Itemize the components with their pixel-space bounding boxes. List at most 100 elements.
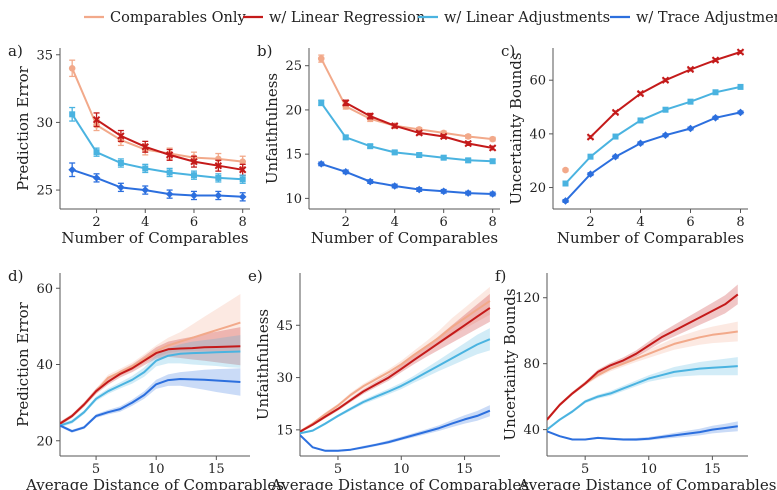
y-tick-label: 10 — [285, 192, 302, 207]
point-w-linear-adjustments — [142, 163, 149, 174]
point-w-linear-adjustments — [93, 147, 100, 157]
y-tick-label: 25 — [36, 184, 53, 199]
marker-diamond — [661, 131, 670, 140]
band-comparables-only — [547, 321, 738, 422]
x-tick-label: 10 — [640, 462, 657, 477]
x-tick-label: 2 — [92, 215, 100, 230]
marker-diamond — [611, 152, 620, 161]
marker-cross — [439, 132, 448, 141]
panel-a: 2 4 6 8 25 30 35 Number of Comparables Predictio… — [8, 42, 250, 247]
panel-d: 5 10 15 20 40 60 Average Distance of Comparabl… — [8, 267, 284, 490]
point-w-trace-adjustment — [92, 173, 101, 183]
point-w-linear-adjustments — [440, 154, 447, 161]
x-tick-label: 6 — [440, 215, 448, 230]
x-axis-label: Number of Comparables — [61, 229, 248, 247]
panel-letter: f) — [495, 267, 506, 285]
point-w-linear-adjustments — [662, 106, 669, 113]
x-tick-label: 4 — [636, 215, 644, 230]
point-w-linear-regression — [141, 140, 149, 153]
x-axis-label: Average Distance of Comparables — [270, 476, 529, 490]
point-w-trace-adjustment — [390, 182, 399, 190]
marker-diamond — [141, 186, 150, 194]
marker-diamond — [736, 108, 745, 117]
plot-area — [561, 48, 745, 205]
marker-diamond — [68, 165, 76, 174]
point-w-linear-adjustments — [117, 158, 124, 168]
point-w-linear-regression — [464, 139, 472, 148]
marker-square — [239, 176, 246, 183]
x-tick-label: 4 — [141, 215, 149, 230]
marker-cross — [661, 76, 670, 84]
y-tick-label: 25 — [285, 59, 302, 74]
x-tick-label: 5 — [334, 462, 342, 477]
point-w-linear-adjustments — [215, 173, 222, 183]
marker-square — [367, 143, 374, 150]
marker-cross — [117, 132, 125, 140]
point-w-linear-regression — [636, 89, 645, 98]
marker-diamond — [439, 187, 448, 196]
x-tick-label: 15 — [456, 462, 473, 477]
marker-square — [117, 160, 124, 166]
point-w-trace-adjustment — [68, 162, 76, 178]
point-w-linear-regression — [92, 112, 101, 128]
panel-letter: e) — [248, 267, 263, 285]
line-w-trace-adjustment — [564, 111, 741, 202]
point-comparables-only — [562, 166, 569, 174]
marker-cross — [736, 48, 745, 56]
x-tick-label: 8 — [239, 215, 247, 230]
point-w-linear-adjustments — [190, 170, 197, 180]
point-w-trace-adjustment — [141, 185, 150, 195]
point-w-trace-adjustment — [686, 124, 695, 133]
band-w-linear-regression — [547, 284, 738, 422]
x-axis-label: Average Distance of Comparables — [518, 476, 777, 490]
panel-e: 5 10 15 15 30 45 Average Distance of Comparabl… — [248, 267, 529, 490]
marker-square — [215, 174, 222, 181]
y-tick-label: 80 — [523, 357, 540, 372]
point-w-linear-adjustments — [69, 106, 76, 122]
point-comparables-only — [68, 59, 76, 78]
marker-cross — [366, 112, 374, 120]
point-w-trace-adjustment — [238, 192, 247, 202]
x-tick-label: 8 — [736, 215, 744, 230]
marker-diamond — [686, 124, 695, 133]
line-w-linear-adjustments — [300, 338, 491, 435]
band-comparables-only — [60, 294, 241, 426]
x-tick-label: 6 — [686, 215, 694, 230]
marker-square — [587, 153, 594, 160]
marker-square — [440, 154, 447, 161]
marker-cross — [238, 166, 247, 174]
marker-diamond — [561, 197, 570, 205]
plot-area — [60, 294, 241, 433]
y-tick-label: 20 — [285, 103, 302, 118]
line-w-trace-adjustment — [71, 168, 243, 198]
marker-square — [737, 83, 744, 90]
line-w-linear-adjustments — [564, 85, 741, 185]
marker-diamond — [464, 189, 472, 197]
marker-square — [69, 111, 76, 118]
point-w-linear-regression — [390, 122, 399, 130]
line-w-trace-adjustment — [547, 425, 738, 441]
point-w-linear-regression — [586, 133, 595, 141]
point-w-linear-regression — [190, 155, 198, 168]
y-tick-label: 30 — [276, 371, 293, 386]
point-w-linear-adjustments — [166, 167, 173, 178]
marker-diamond — [214, 191, 223, 200]
point-w-linear-adjustments — [416, 152, 423, 159]
y-tick-label: 40 — [523, 423, 540, 438]
band-w-linear-regression — [60, 327, 241, 426]
marker-diamond — [586, 170, 595, 178]
marker-cross — [165, 151, 174, 159]
point-w-trace-adjustment — [190, 190, 198, 201]
legend-label-comparables-only: Comparables Only — [110, 10, 246, 26]
panel-c: 2 4 6 8 20 40 60 Number of Comparables Uncertain… — [501, 42, 748, 247]
panel-letter: c) — [501, 42, 515, 60]
point-w-trace-adjustment — [464, 189, 472, 197]
marker-square — [166, 169, 173, 176]
x-tick-label: 5 — [92, 462, 100, 477]
legend-label-w-linear-regression: w/ Linear Regression — [269, 10, 425, 26]
point-w-linear-regression — [611, 108, 620, 117]
x-tick-label: 2 — [586, 215, 594, 230]
y-axis-label: Unfaithfulness — [254, 309, 272, 420]
marker-cross — [415, 129, 423, 137]
